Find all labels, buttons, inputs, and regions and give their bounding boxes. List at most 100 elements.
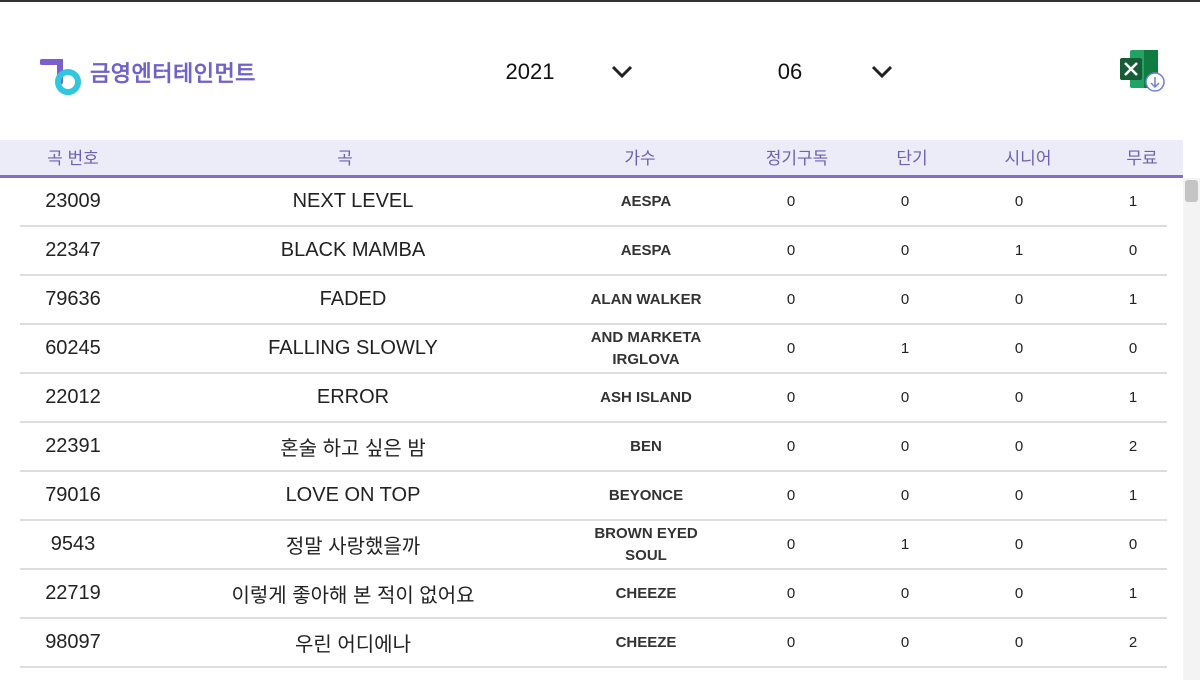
table-row: 22347 BLACK MAMBA AESPA 0 0 1 0: [20, 227, 1167, 276]
free-count: 0: [1128, 536, 1138, 553]
regular-count: 0: [786, 389, 796, 406]
scrollbar-thumb[interactable]: [1185, 180, 1198, 202]
senior-count: 0: [1014, 340, 1024, 357]
song-title: 혼술 하고 싶은 밤: [280, 438, 426, 460]
column-header: 정기구독: [765, 149, 829, 168]
regular-count: 0: [786, 242, 796, 259]
table-header: 곡 번호 곡 가수 정기구독 단기 시니어 무료: [0, 140, 1183, 178]
regular-count: 0: [786, 634, 796, 651]
artist: BROWN EYED SOUL: [594, 524, 698, 564]
senior-count: 0: [1014, 536, 1024, 553]
artist: BEYONCE: [608, 486, 684, 504]
month-value: 06: [777, 59, 803, 84]
column-header: 단기: [896, 149, 928, 168]
song-number: 9543: [50, 533, 96, 555]
song-number: 22012: [45, 386, 101, 408]
table-row: 22391 혼술 하고 싶은 밤 BEN 0 0 0 2: [20, 423, 1167, 472]
song-number: 22347: [45, 239, 101, 261]
table-row: 9543 정말 사랑했을까 BROWN EYED SOUL 0 1 0 0: [20, 521, 1167, 570]
short-term-count: 0: [900, 242, 910, 259]
song-number: 79636: [45, 288, 101, 310]
senior-count: 0: [1014, 193, 1024, 210]
short-term-count: 0: [900, 389, 910, 406]
song-title: FALLING SLOWLY: [268, 337, 438, 359]
song-number: 60245: [45, 337, 101, 359]
song-number: 22719: [45, 582, 101, 604]
song-number: 22391: [45, 435, 101, 457]
column-header: 곡: [337, 149, 353, 168]
short-term-count: 0: [900, 634, 910, 651]
senior-count: 0: [1014, 487, 1024, 504]
table-row: 60245 FALLING SLOWLY AND MARKETA IRGLOVA 0 1…: [20, 325, 1167, 374]
table-row: 98097 우린 어디에나 CHEEZE 0 0 0 2: [20, 619, 1167, 668]
free-count: 0: [1128, 242, 1138, 259]
column-header: 시니어: [1004, 149, 1052, 168]
song-title: 우린 어디에나: [295, 634, 411, 656]
free-count: 1: [1128, 389, 1138, 406]
free-count: 1: [1128, 585, 1138, 602]
regular-count: 0: [786, 487, 796, 504]
artist: AND MARKETA IRGLOVA: [590, 328, 702, 368]
month-select[interactable]: 06: [750, 56, 920, 88]
regular-count: 0: [786, 291, 796, 308]
table-row: 23009 NEXT LEVEL AESPA 0 0 0 1: [20, 178, 1167, 227]
regular-count: 0: [786, 438, 796, 455]
excel-download-button[interactable]: [1118, 48, 1166, 94]
regular-count: 0: [786, 585, 796, 602]
logo-text: 금영엔터테인먼트: [90, 61, 256, 86]
chevron: [871, 65, 893, 79]
artist: BEN: [630, 437, 662, 455]
column-header: 가수: [624, 149, 656, 168]
table-row: 79636 FADED ALAN WALKER 0 0 0 1: [20, 276, 1167, 325]
artist: AESPA: [620, 192, 672, 210]
artist: CHEEZE: [615, 633, 677, 651]
song-number: 98097: [45, 631, 101, 653]
chevron: [611, 65, 633, 79]
song-title: 이렇게 좋아해 본 적이 없어요: [231, 585, 475, 607]
regular-count: 0: [786, 340, 796, 357]
short-term-count: 0: [900, 291, 910, 308]
column-header: 무료: [1126, 149, 1158, 168]
song-title: 정말 사랑했을까: [285, 536, 421, 558]
regular-count: 0: [786, 193, 796, 210]
free-count: 2: [1128, 438, 1138, 455]
senior-count: 1: [1014, 242, 1024, 259]
logo-icon: [40, 59, 81, 95]
artist: ALAN WALKER: [590, 290, 702, 308]
table-row: 22719 이렇게 좋아해 본 적이 없어요 CHEEZE 0 0 0 1: [20, 570, 1167, 619]
short-term-count: 0: [900, 438, 910, 455]
senior-count: 0: [1014, 438, 1024, 455]
short-term-count: 0: [900, 585, 910, 602]
free-count: 1: [1128, 193, 1138, 210]
free-count: 2: [1128, 634, 1138, 651]
song-number: 79016: [45, 484, 101, 506]
short-term-count: 0: [900, 487, 910, 504]
table-row: 79016 LOVE ON TOP BEYONCE 0 0 0 1: [20, 472, 1167, 521]
song-title: BLACK MAMBA: [280, 239, 426, 261]
column-header: 곡 번호: [47, 149, 99, 168]
free-count: 1: [1128, 487, 1138, 504]
song-title: ERROR: [316, 386, 390, 408]
short-term-count: 1: [900, 340, 910, 357]
regular-count: 0: [786, 536, 796, 553]
top-border: [0, 0, 1200, 2]
senior-count: 0: [1014, 291, 1024, 308]
artist: ASH ISLAND: [600, 388, 692, 406]
year-select[interactable]: 2021: [490, 56, 660, 88]
free-count: 0: [1128, 340, 1138, 357]
artist: CHEEZE: [615, 584, 677, 602]
year-value: 2021: [505, 59, 555, 84]
short-term-count: 1: [900, 536, 910, 553]
senior-count: 0: [1014, 585, 1024, 602]
artist: AESPA: [620, 241, 672, 259]
senior-count: 0: [1014, 389, 1024, 406]
song-number: 23009: [45, 190, 101, 212]
senior-count: 0: [1014, 634, 1024, 651]
scrollbar[interactable]: [1183, 178, 1200, 680]
table-row: 22012 ERROR ASH ISLAND 0 0 0 1: [20, 374, 1167, 423]
song-title: LOVE ON TOP: [285, 484, 421, 506]
song-title: FADED: [319, 288, 387, 310]
free-count: 1: [1128, 291, 1138, 308]
short-term-count: 0: [900, 193, 910, 210]
